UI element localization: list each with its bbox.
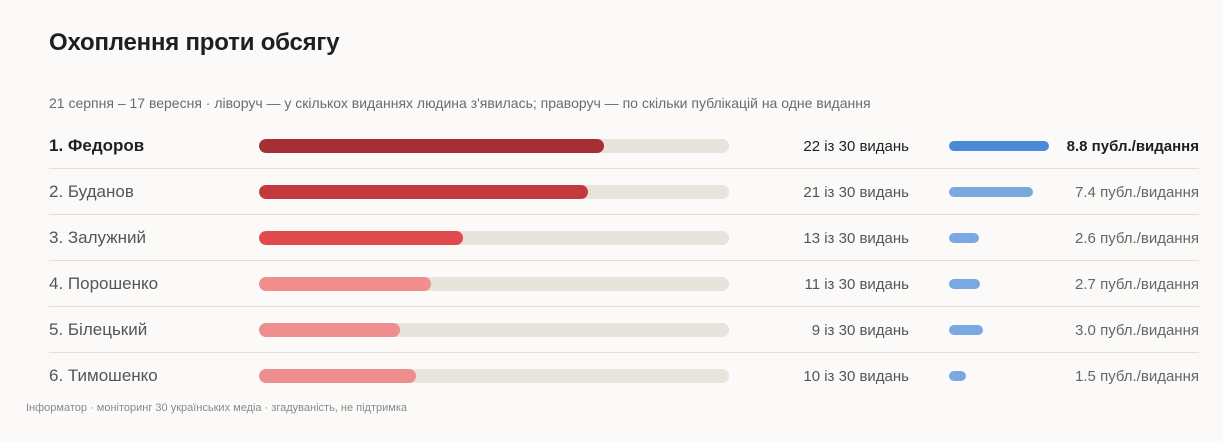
chart-row: 2. Буданов 21 із 30 видань 7.4 публ./видан… (49, 169, 1199, 215)
intensity-label: 7.4 публ./видання (1075, 184, 1199, 201)
coverage-bar (259, 185, 588, 199)
row-name-label: 6. Тимошенко (49, 366, 158, 385)
coverage-bar (259, 369, 416, 383)
coverage-count-label: 13 із 30 видань (803, 230, 909, 247)
intensity-bar (949, 141, 1049, 151)
intensity-label: 2.7 публ./видання (1075, 276, 1199, 293)
coverage-track (259, 139, 729, 153)
chart-rows: 1. Федоров 22 із 30 видань 8.8 публ./видан… (49, 123, 1199, 399)
intensity-bar (949, 233, 979, 243)
row-name-label: 1. Федоров (49, 136, 145, 155)
coverage-bar (259, 231, 463, 245)
coverage-bar (259, 277, 431, 291)
coverage-count-label: 21 із 30 видань (803, 184, 909, 201)
row-name-label: 5. Білецький (49, 320, 148, 339)
chart-row: 3. Залужний 13 із 30 видань 2.6 публ./вида… (49, 215, 1199, 261)
chart-row: 1. Федоров 22 із 30 видань 8.8 публ./видан… (49, 123, 1199, 169)
coverage-track (259, 369, 729, 383)
coverage-bar (259, 323, 400, 337)
coverage-track (259, 277, 729, 291)
intensity-bar (949, 325, 983, 335)
intensity-bar (949, 371, 966, 381)
coverage-count-label: 9 із 30 видань (811, 322, 909, 339)
intensity-label: 3.0 публ./видання (1075, 322, 1199, 339)
coverage-count-label: 22 із 30 видань (803, 138, 909, 155)
chart-footer: Інформатор · моніторинг 30 українських м… (26, 402, 408, 414)
chart-title: Охоплення проти обсягу (49, 29, 340, 56)
intensity-label: 8.8 публ./видання (1066, 138, 1199, 155)
chart-row: 4. Порошенко 11 із 30 видань 2.7 публ./вид… (49, 261, 1199, 307)
chart-row: 6. Тимошенко 10 із 30 видань 1.5 публ./вид… (49, 353, 1199, 399)
row-name-label: 4. Порошенко (49, 274, 159, 293)
coverage-count-label: 10 із 30 видань (803, 368, 909, 385)
chart-row: 5. Білецький 9 із 30 видань 3.0 публ./вида… (49, 307, 1199, 353)
coverage-count-label: 11 із 30 видань (804, 276, 909, 293)
coverage-track (259, 323, 729, 337)
intensity-bar (949, 187, 1033, 197)
row-name-label: 3. Залужний (49, 228, 146, 247)
intensity-label: 1.5 публ./видання (1075, 368, 1199, 385)
intensity-label: 2.6 публ./видання (1075, 230, 1199, 247)
coverage-track (259, 231, 729, 245)
intensity-bar (949, 279, 980, 289)
coverage-bar (259, 139, 604, 153)
coverage-track (259, 185, 729, 199)
chart-subtitle: 21 серпня – 17 вересня · ліворуч — у скі… (49, 95, 871, 111)
row-name-label: 2. Буданов (49, 182, 134, 201)
